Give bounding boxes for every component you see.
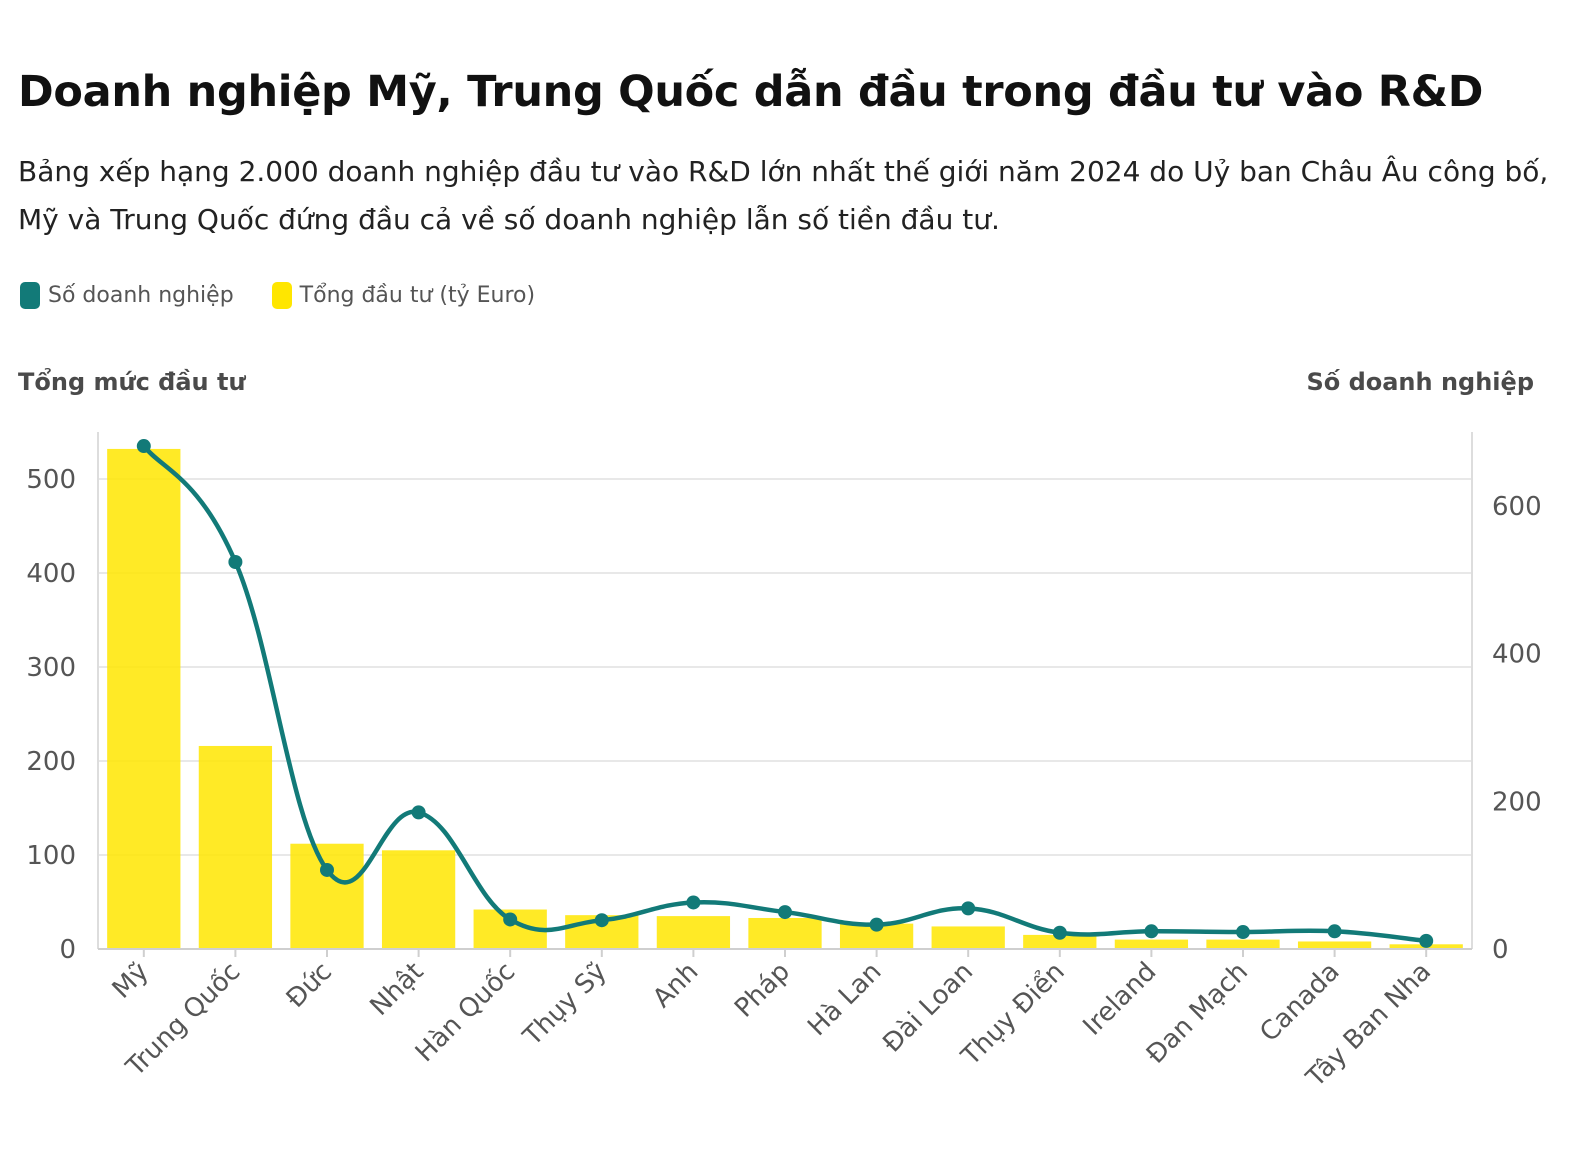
- bar: [748, 917, 822, 949]
- line-point: [686, 895, 701, 910]
- bar: [198, 745, 273, 949]
- line-point: [411, 805, 426, 820]
- right-tick-label: 200: [1492, 787, 1542, 817]
- right-tick-label: 0: [1492, 935, 1509, 965]
- chart-subtitle: Bảng xếp hạng 2.000 doanh nghiệp đầu tư …: [18, 155, 1549, 236]
- x-tick-label: Hàn Quốc: [410, 957, 521, 1068]
- legend-swatch-companies: [20, 281, 40, 309]
- bar: [1206, 939, 1280, 949]
- line-point: [320, 862, 334, 877]
- x-tick-label: Nhật: [364, 957, 429, 1022]
- chart-title: Doanh nghiệp Mỹ, Trung Quốc dẫn đầu tron…: [18, 67, 1484, 117]
- line-point: [961, 901, 976, 916]
- line-point: [136, 439, 151, 454]
- legend-item-investment[interactable]: Tổng đầu tư (tỷ Euro): [271, 281, 536, 309]
- left-tick-label: 300: [26, 653, 76, 683]
- line-point: [778, 905, 792, 920]
- left-tick-label: 200: [26, 747, 76, 777]
- x-tick-label: Thụy Sỹ: [517, 957, 613, 1053]
- bar: [290, 843, 364, 949]
- line-point: [869, 917, 884, 932]
- left-tick-label: 100: [26, 841, 76, 871]
- line-point: [1144, 924, 1159, 939]
- x-tick-label: Anh: [647, 957, 704, 1014]
- left-tick-label: 500: [26, 465, 76, 495]
- right-tick-label: 400: [1492, 640, 1542, 670]
- left-tick-label: 0: [59, 935, 76, 965]
- bar: [1297, 941, 1372, 949]
- line-point: [594, 913, 609, 928]
- x-tick-label: Canada: [1254, 957, 1345, 1048]
- legend-item-companies[interactable]: Số doanh nghiệp: [20, 281, 234, 309]
- line-point: [1236, 925, 1250, 940]
- legend-label-investment: Tổng đầu tư (tỷ Euro): [299, 282, 536, 308]
- bar: [931, 926, 1005, 949]
- x-tick-label: Ireland: [1078, 957, 1163, 1042]
- x-tick-label: Mỹ: [107, 957, 155, 1005]
- bar: [656, 916, 731, 949]
- bar: [381, 850, 456, 949]
- x-tick-label: Đức: [281, 957, 338, 1014]
- right-axis-title: Số doanh nghiệp: [1306, 368, 1534, 396]
- left-tick-label: 400: [26, 559, 76, 589]
- left-axis-title: Tổng mức đầu tư: [18, 368, 246, 396]
- legend-label-companies: Số doanh nghiệp: [48, 282, 234, 308]
- line-point: [1052, 925, 1067, 940]
- line-point: [503, 912, 518, 927]
- bar: [1023, 934, 1097, 949]
- line-point: [1419, 933, 1434, 948]
- legend-swatch-investment: [271, 281, 292, 309]
- line-point: [1327, 924, 1342, 939]
- x-tick-label: Pháp: [729, 957, 796, 1024]
- legend: Số doanh nghiệp Tổng đầu tư (tỷ Euro): [20, 278, 573, 312]
- line-point: [228, 554, 243, 569]
- x-tick-label: Hà Lan: [802, 957, 887, 1042]
- right-tick-label: 600: [1492, 492, 1542, 522]
- bar: [107, 448, 181, 949]
- bar: [1114, 939, 1189, 949]
